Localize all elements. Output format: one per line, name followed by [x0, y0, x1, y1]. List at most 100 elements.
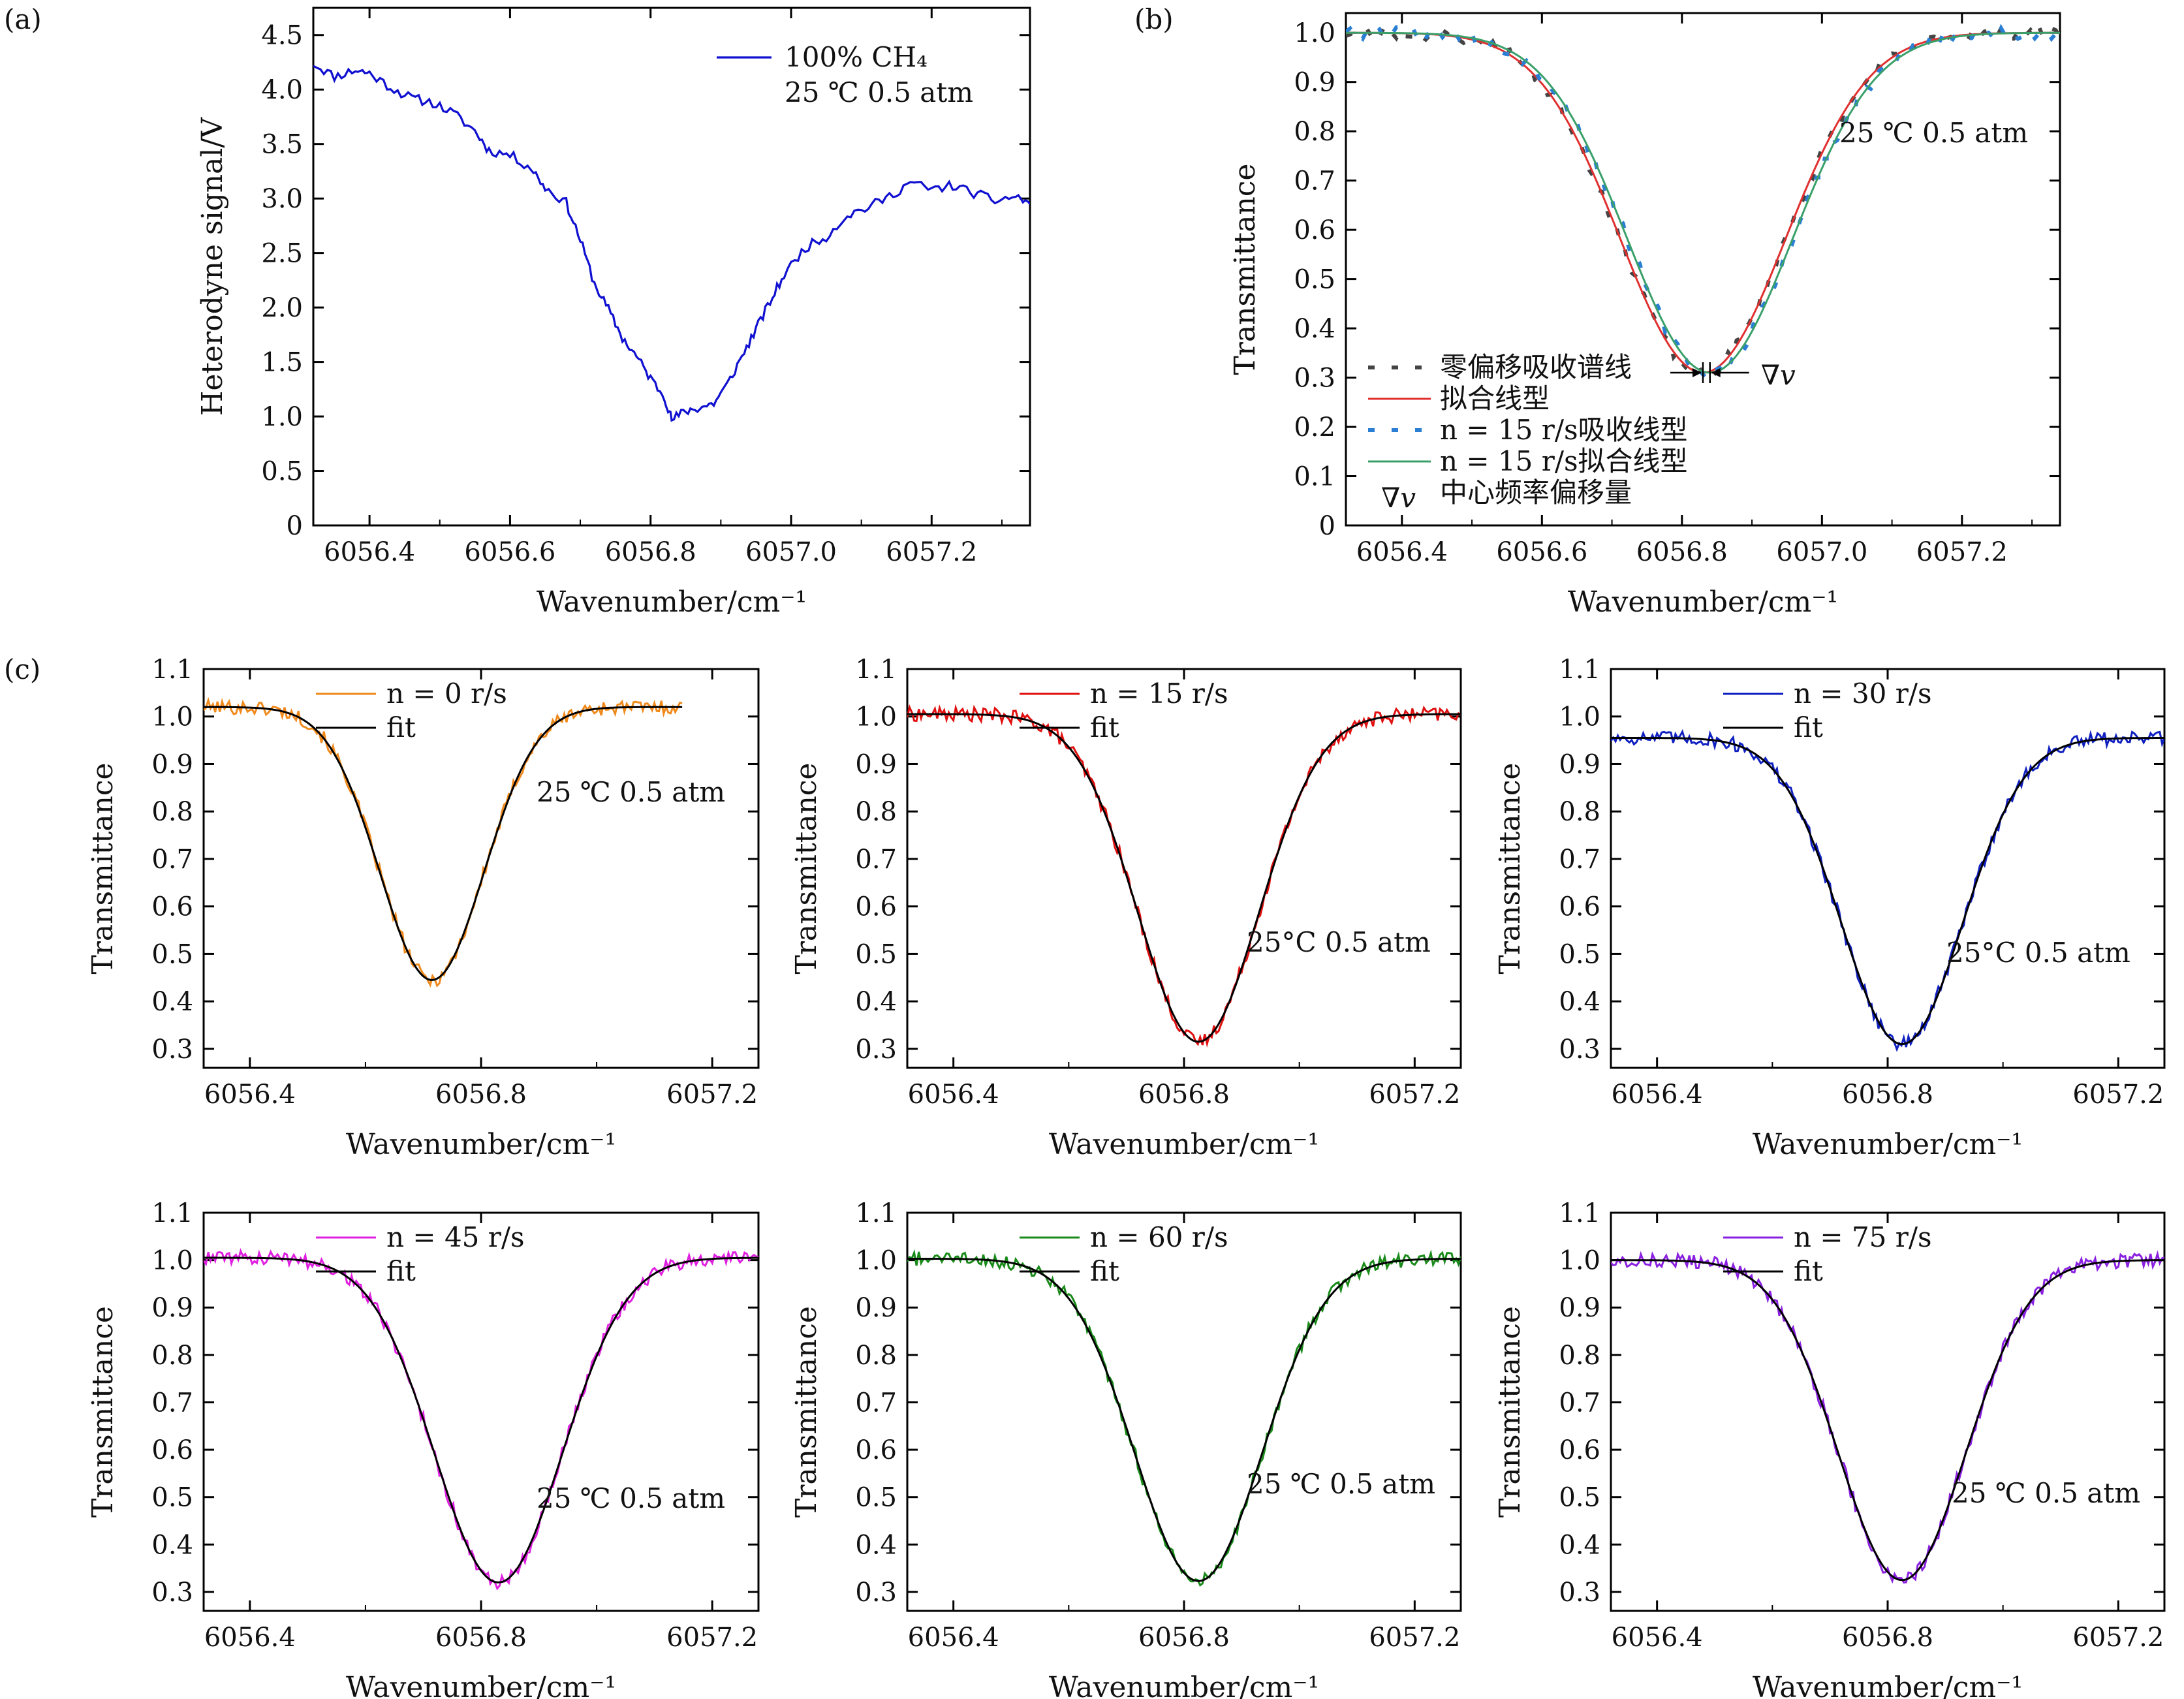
y-tick-label: 1.0: [151, 1246, 193, 1276]
y-tick-label: 0.9: [151, 749, 193, 779]
y-tick-label: 0.9: [1559, 1293, 1600, 1323]
y-tick-label: 3.5: [261, 130, 303, 160]
y-tick-label: 0.8: [1294, 117, 1335, 147]
x-tick-label: 6057.2: [666, 1623, 758, 1653]
y-tick-label: 0.7: [151, 845, 193, 875]
x-axis-label: Wavenumber/cm⁻¹: [1049, 1128, 1319, 1161]
plot-frame: [1610, 668, 2166, 1069]
x-axis-label: Wavenumber/cm⁻¹: [537, 585, 807, 619]
y-tick-label: 1.1: [1559, 655, 1600, 685]
x-tick-label: 6057.2: [1369, 1080, 1460, 1110]
fit-line: [204, 706, 683, 981]
plot-frame: [202, 668, 760, 1069]
y-axis-label: Transmittance: [790, 1306, 823, 1518]
y-tick-label: 1.1: [151, 655, 193, 685]
x-tick-label: 6057.2: [2072, 1080, 2164, 1110]
x-tick-label: 6056.4: [204, 1623, 296, 1653]
x-axis-label: Wavenumber/cm⁻¹: [346, 1128, 616, 1161]
y-tick-label: 0.5: [1294, 265, 1335, 295]
y-tick-label: 1.5: [261, 348, 303, 378]
condition-annotation: 25°C 0.5 atm: [1247, 926, 1431, 958]
y-tick-label: 4.0: [261, 75, 303, 105]
y-tick-label: 1.0: [151, 702, 193, 732]
y-tick-label: 0.3: [151, 1578, 193, 1608]
y-tick-label: 0.5: [855, 1483, 897, 1513]
x-axis-label: Wavenumber/cm⁻¹: [1753, 1671, 2023, 1699]
plot-frame: [1345, 12, 2061, 527]
x-tick-label: 6056.4: [324, 537, 415, 567]
fit-line: [204, 1256, 758, 1583]
x-tick-label: 6056.8: [1842, 1623, 1933, 1653]
y-tick-label: 0.5: [855, 939, 897, 969]
legend-symbol: ∇v: [1381, 482, 1416, 514]
condition-annotation: 25°C 0.5 atm: [1946, 937, 2130, 969]
y-tick-label: 1.0: [855, 1246, 897, 1276]
y-tick-label: 0.3: [855, 1578, 897, 1608]
legend-label: n = 60 r/s: [1090, 1221, 1228, 1253]
series-line: [313, 65, 1030, 422]
x-tick-label: 6057.2: [1369, 1623, 1460, 1653]
y-tick-label: 0.6: [151, 1435, 193, 1465]
panel-c1: 6056.4 6056.8 6057.2 0.3 0.4 0.5 0.6 0.7 0.8 0.9 1…: [86, 655, 760, 1161]
y-tick-label: 0.9: [855, 1293, 897, 1323]
series-line: [1346, 22, 2060, 380]
plot-frame: [906, 1211, 1462, 1612]
x-tick-label: 6056.6: [1496, 537, 1587, 567]
fit-line: [1611, 1259, 2164, 1582]
y-tick-label: 0.9: [151, 1293, 193, 1323]
y-tick-label: 0.1: [1294, 462, 1335, 492]
y-tick-label: 0.3: [1559, 1035, 1600, 1065]
x-tick-label: 6057.2: [886, 537, 977, 567]
condition-annotation: 25 ℃ 0.5 atm: [1952, 1477, 2140, 1509]
y-tick-label: 1.0: [1294, 18, 1335, 48]
plot-area: [1611, 1250, 2164, 1584]
legend-label: n = 15 r/s拟合线型: [1440, 445, 1688, 477]
legend-label: n = 30 r/s: [1794, 678, 1932, 709]
legend-label: 零偏移吸收谱线: [1440, 351, 1632, 383]
y-tick-label: 0.4: [1559, 987, 1600, 1017]
legend-label: fit: [1090, 711, 1119, 743]
y-axis-label: Transmittance: [1493, 763, 1527, 974]
y-tick-label: 0.7: [151, 1388, 193, 1418]
series-line: [1346, 31, 2060, 374]
series-line: [1346, 23, 2060, 382]
plot-frame: [202, 1211, 760, 1612]
x-axis-label: Wavenumber/cm⁻¹: [1049, 1671, 1319, 1699]
legend-label: fit: [1794, 711, 1823, 743]
y-tick-label: 1.1: [1559, 1198, 1600, 1228]
x-tick-label: 6056.4: [1612, 1080, 1703, 1110]
y-axis-label: Transmittance: [1228, 164, 1262, 375]
y-tick-label: 0.5: [1559, 1483, 1600, 1513]
y-tick-label: 0.7: [855, 845, 897, 875]
y-axis-label: Heterodyne signal/V: [196, 117, 229, 416]
shift-arrowhead: [1711, 368, 1721, 378]
y-tick-label: 0.7: [1559, 1388, 1600, 1418]
plot-area: [204, 1247, 758, 1591]
y-tick-label: 0.4: [855, 987, 897, 1017]
x-tick-label: 6056.8: [1138, 1623, 1230, 1653]
plot-frame: [312, 7, 1031, 527]
panel-b: 6056.4 6056.6 6056.8 6057.0 6057.2 0 0.1 0.2 0.3…: [1228, 12, 2061, 619]
y-tick-label: 1.1: [855, 1198, 897, 1228]
legend-label: n = 15 r/s吸收线型: [1440, 414, 1688, 446]
y-tick-label: 0.7: [1294, 166, 1335, 196]
y-tick-label: 1.0: [261, 402, 303, 432]
x-tick-label: 6056.8: [605, 537, 696, 567]
y-tick-label: 0.8: [855, 1341, 897, 1371]
plot-area: [204, 696, 683, 988]
y-tick-label: 0.4: [1294, 314, 1335, 344]
y-tick-label: 0: [1319, 511, 1335, 541]
x-axis-label: Wavenumber/cm⁻¹: [346, 1671, 616, 1699]
x-tick-label: 6056.8: [1138, 1080, 1230, 1110]
measured-line: [204, 1247, 758, 1591]
y-tick-label: 1.0: [1559, 702, 1600, 732]
x-tick-label: 6056.8: [1636, 537, 1728, 567]
legend-label: fit: [1794, 1255, 1823, 1287]
y-tick-label: 0.4: [151, 1530, 193, 1560]
legend-label: fit: [1090, 1255, 1119, 1287]
panel-c4: 6056.4 6056.8 6057.2 0.3 0.4 0.5 0.6 0.7 0.8 0.9 1…: [86, 1198, 760, 1699]
legend-label: fit: [386, 711, 416, 743]
panel-c5: 6056.4 6056.8 6057.2 0.3 0.4 0.5 0.6 0.7 0.8 0.9 1…: [790, 1198, 1462, 1699]
y-tick-label: 0.5: [151, 939, 193, 969]
y-tick-label: 0.6: [1559, 892, 1600, 922]
